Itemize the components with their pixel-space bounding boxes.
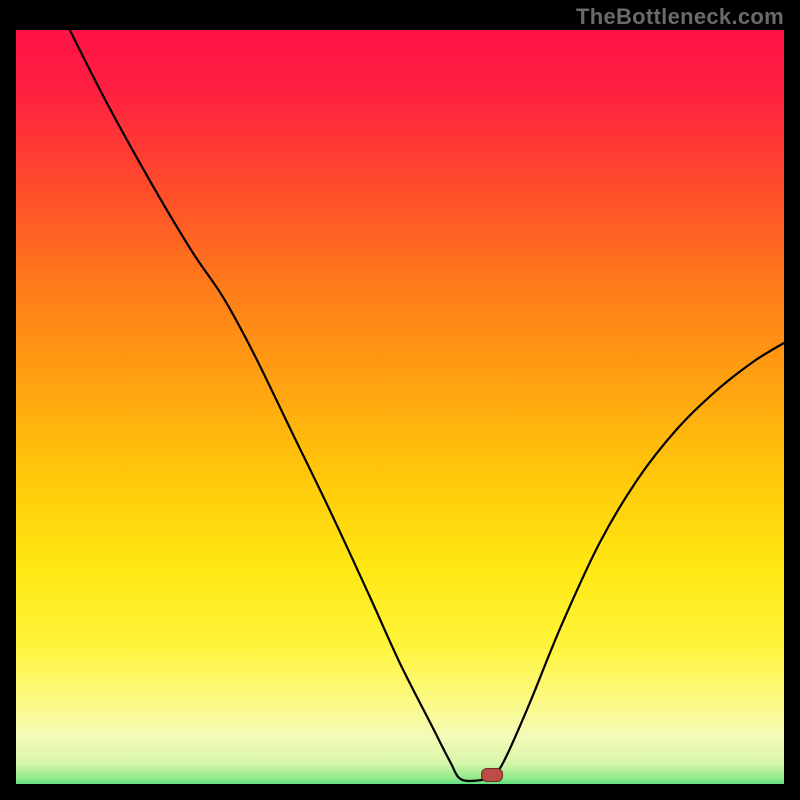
bottleneck-curve <box>16 30 784 784</box>
watermark-text: TheBottleneck.com <box>576 4 784 30</box>
optimal-point-marker <box>481 768 503 782</box>
chart-plot-area <box>16 30 784 784</box>
